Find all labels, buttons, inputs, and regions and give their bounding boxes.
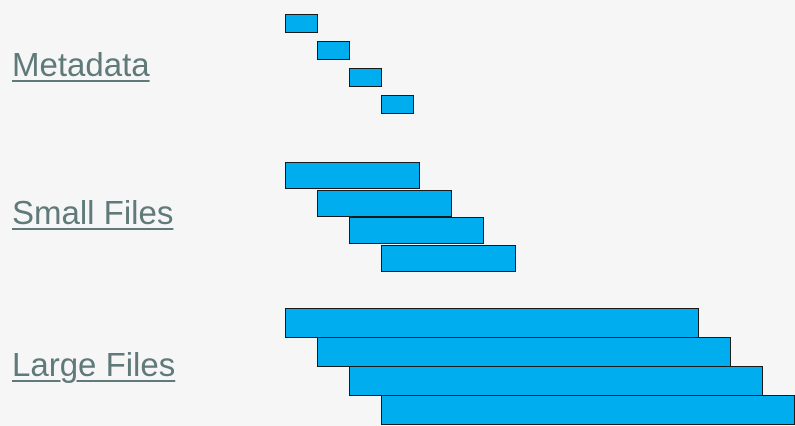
metadata-bar-3 — [349, 68, 382, 87]
small-files-bar-2 — [317, 189, 452, 217]
large-files-bar-1 — [285, 308, 699, 338]
small-files-link[interactable]: Small Files — [12, 194, 174, 231]
small-files-bar-3 — [349, 217, 484, 244]
small-files-bar-4 — [381, 244, 516, 272]
large-files-bar-2 — [317, 337, 731, 367]
small-files-bar-1 — [285, 162, 420, 189]
large-files-link[interactable]: Large Files — [12, 346, 176, 383]
metadata-bar-4 — [381, 95, 414, 114]
metadata-bar-1 — [285, 14, 318, 33]
metadata-link[interactable]: Metadata — [12, 46, 150, 83]
metadata-bar-2 — [317, 41, 350, 60]
large-files-bar-4 — [381, 395, 795, 425]
large-files-bar-3 — [349, 366, 763, 396]
